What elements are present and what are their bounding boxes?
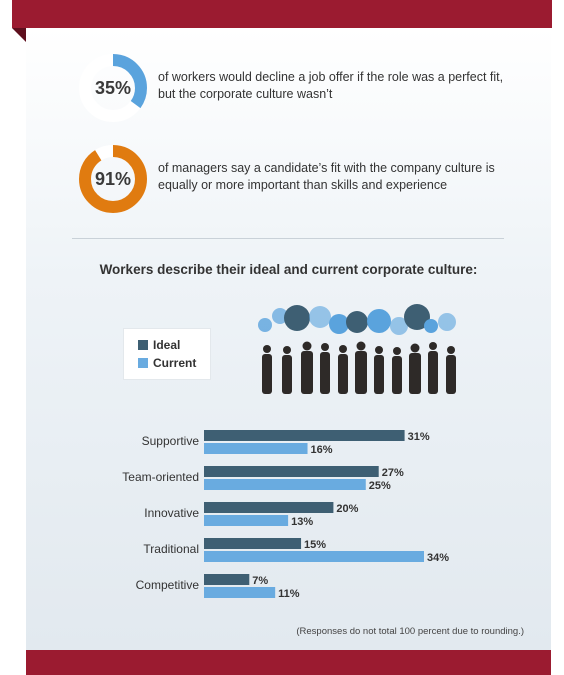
legend-item-current: Current	[138, 356, 196, 370]
category-label: Team-oriented	[122, 470, 199, 484]
donut-91	[79, 145, 147, 213]
data-label: 31%	[408, 431, 430, 443]
legend-label: Ideal	[153, 338, 181, 352]
legend-swatch-current	[138, 358, 148, 368]
category-label: Competitive	[136, 578, 200, 592]
data-label: 15%	[304, 539, 326, 551]
data-label: 34%	[427, 552, 449, 564]
legend-label: Current	[153, 356, 197, 370]
bar-ideal-supportive	[204, 430, 405, 441]
bar-ideal-innovative	[204, 502, 334, 513]
banner-fold	[12, 28, 26, 42]
bar-current-competitive	[204, 587, 276, 598]
bar-ideal-competitive	[204, 574, 250, 585]
legend-swatch-ideal	[138, 340, 148, 350]
stat-workers: 35% of workers would decline a job offer…	[78, 53, 518, 123]
section-divider	[72, 238, 504, 239]
category-label: Supportive	[142, 434, 200, 448]
legend-item-ideal: Ideal	[138, 338, 180, 352]
data-label: 11%	[278, 588, 300, 600]
stat-description: of workers would decline a job offer if …	[158, 70, 504, 101]
data-label: 7%	[252, 575, 268, 587]
data-label: 25%	[369, 480, 391, 492]
category-label: Innovative	[144, 506, 199, 520]
bar-ideal-team-oriented	[204, 466, 379, 477]
bar-current-supportive	[204, 443, 308, 454]
bottom-banner	[26, 650, 551, 675]
bar-current-innovative	[204, 515, 289, 526]
data-label: 16%	[311, 444, 333, 456]
stat-description: of managers say a candidate’s fit with t…	[158, 161, 495, 192]
stat-value: 91%	[94, 169, 132, 189]
data-label: 13%	[291, 516, 313, 528]
stat-managers: 91% of managers say a candidate’s fit wi…	[78, 144, 518, 214]
bar-ideal-traditional	[204, 538, 302, 549]
chart-legend: Ideal Current	[123, 328, 211, 380]
donut-35	[79, 54, 147, 122]
stat-value: 35%	[94, 78, 132, 98]
data-label: 27%	[382, 467, 404, 479]
bar-current-team-oriented	[204, 479, 366, 490]
category-label: Traditional	[143, 542, 199, 556]
data-label: 20%	[336, 503, 358, 515]
chart-title: Workers describe their ideal and current…	[99, 262, 478, 277]
top-banner	[12, 0, 552, 28]
bar-current-traditional	[204, 551, 424, 562]
crowd-speech-bubbles-icon	[258, 304, 456, 394]
chart-footnote: (Responses do not total 100 percent due …	[296, 626, 524, 637]
